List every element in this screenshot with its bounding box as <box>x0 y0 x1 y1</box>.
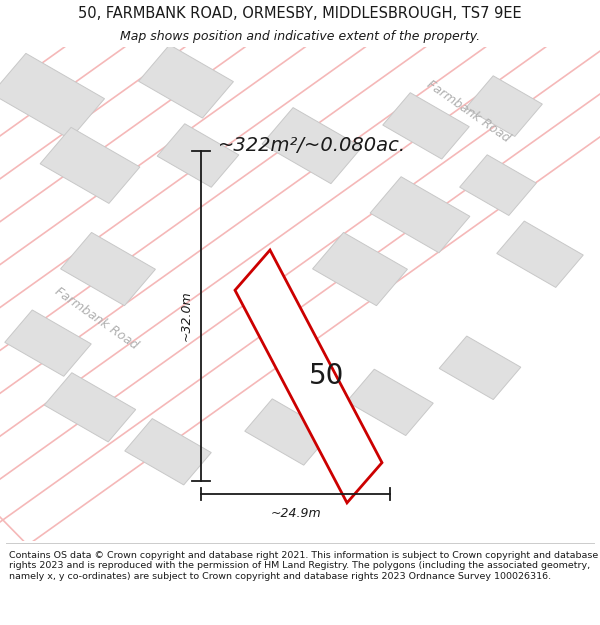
Polygon shape <box>497 221 583 288</box>
Polygon shape <box>313 232 407 306</box>
Polygon shape <box>125 419 211 485</box>
Polygon shape <box>44 372 136 442</box>
Text: 50, FARMBANK ROAD, ORMESBY, MIDDLESBROUGH, TS7 9EE: 50, FARMBANK ROAD, ORMESBY, MIDDLESBROUG… <box>78 6 522 21</box>
Text: ~32.0m: ~32.0m <box>179 291 193 341</box>
Polygon shape <box>347 369 433 436</box>
Text: Farmbank Road: Farmbank Road <box>52 285 140 352</box>
Polygon shape <box>235 250 382 503</box>
Polygon shape <box>439 336 521 399</box>
Polygon shape <box>370 177 470 252</box>
Text: Map shows position and indicative extent of the property.: Map shows position and indicative extent… <box>120 30 480 43</box>
Polygon shape <box>61 232 155 306</box>
Text: 50: 50 <box>309 362 344 391</box>
Polygon shape <box>40 127 140 203</box>
Text: ~24.9m: ~24.9m <box>270 507 321 520</box>
Polygon shape <box>245 399 331 465</box>
Polygon shape <box>460 155 536 216</box>
Polygon shape <box>466 76 542 136</box>
Text: Contains OS data © Crown copyright and database right 2021. This information is : Contains OS data © Crown copyright and d… <box>9 551 598 581</box>
Polygon shape <box>157 124 239 188</box>
Polygon shape <box>0 53 104 139</box>
Text: ~322m²/~0.080ac.: ~322m²/~0.080ac. <box>218 136 406 155</box>
Polygon shape <box>5 310 91 376</box>
Polygon shape <box>383 92 469 159</box>
Polygon shape <box>139 45 233 118</box>
Polygon shape <box>262 107 362 184</box>
Text: Farmbank Road: Farmbank Road <box>424 78 512 144</box>
